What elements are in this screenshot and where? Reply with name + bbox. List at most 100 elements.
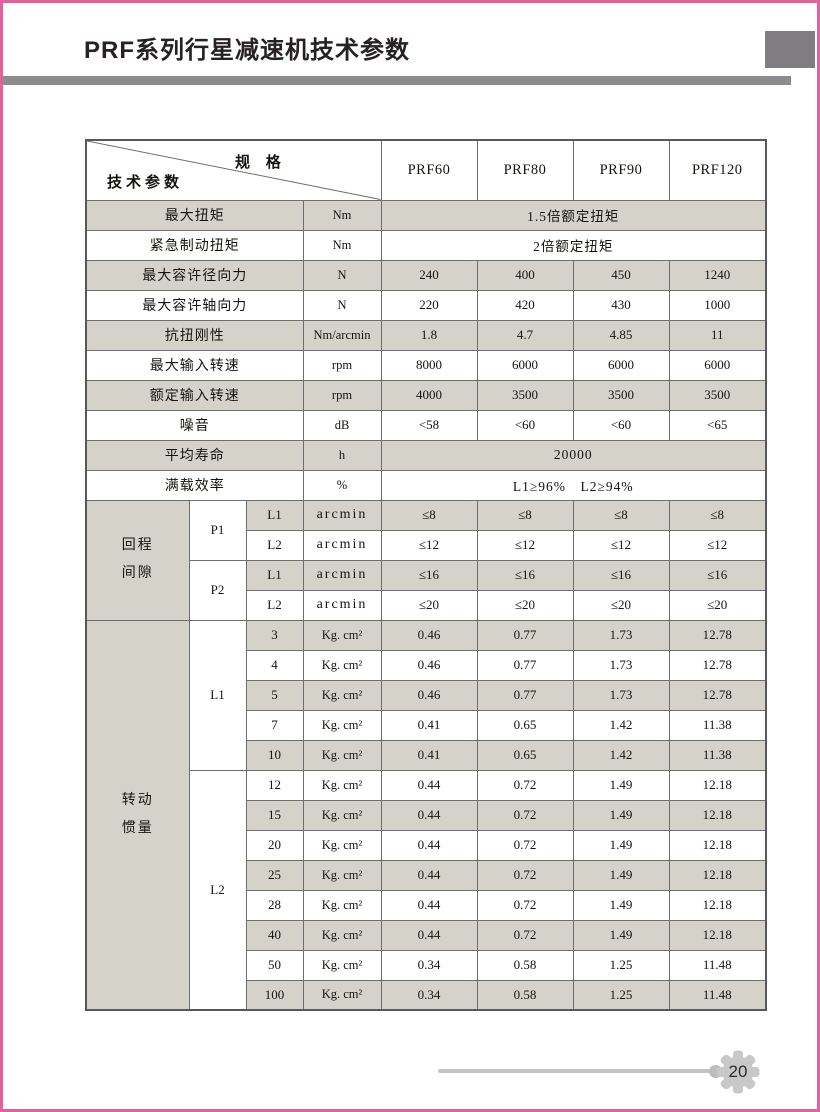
corner-label-spec: 规 格 (235, 155, 287, 171)
inertia-group-cell: 转动 惯量 (85, 619, 190, 1011)
unit-cell: Kg. cm² (302, 679, 382, 711)
value-cell: 11.48 (668, 979, 767, 1011)
unit-cell: Kg. cm² (302, 949, 382, 981)
value-cell: 0.77 (476, 679, 574, 711)
table-row: 100 Kg. cm² 0.34 0.58 1.25 11.48 (86, 979, 767, 1011)
group-label-line: 回程 (121, 538, 154, 553)
table-row: 额定输入转速 rpm 4000 3500 3500 3500 (85, 379, 767, 411)
table-row: 15 Kg. cm² 0.44 0.72 1.49 12.18 (86, 799, 767, 831)
unit-cell: Kg. cm² (302, 799, 382, 831)
ratio-cell: 5 (245, 679, 304, 711)
ratio-cell: 20 (245, 829, 304, 861)
ratio-cell: 28 (245, 889, 304, 921)
param-label-cell: 抗扭刚性 (85, 319, 304, 351)
value-cell: 1.25 (572, 949, 670, 981)
value-cell: 0.46 (380, 649, 478, 681)
unit-cell: arcmin (302, 529, 382, 561)
value-cell: ≤20 (380, 589, 478, 621)
value-cell: 12.18 (668, 769, 767, 801)
table-row: 最大输入转速 rpm 8000 6000 6000 6000 (85, 349, 767, 381)
ratio-cell: 40 (245, 919, 304, 951)
value-cell: 0.65 (476, 709, 574, 741)
value-cell: 12.18 (668, 799, 767, 831)
value-cell: 220 (380, 289, 478, 321)
unit-cell: arcmin (302, 559, 382, 591)
value-cell: 0.58 (476, 979, 574, 1011)
table-row: 噪音 dB <58 <60 <60 <65 (85, 409, 767, 441)
value-cell: 12.78 (668, 619, 767, 651)
value-cell: 1.49 (572, 919, 670, 951)
value-cell: 0.44 (380, 829, 478, 861)
value-cell: ≤16 (668, 559, 767, 591)
spec-table-wrap: 规 格 技术参数 PRF60 PRF80 PRF90 PRF120 最大扭矩 Nm 1.5… (85, 139, 767, 1011)
ratio-cell: 100 (245, 979, 304, 1011)
value-cell: 6000 (572, 349, 670, 381)
unit-cell: rpm (302, 349, 382, 381)
value-cell: 4.7 (476, 319, 574, 351)
value-cell: 0.46 (380, 679, 478, 711)
value-cell: 1.49 (572, 889, 670, 921)
ratio-cell: 3 (245, 619, 304, 651)
value-cell: 6000 (476, 349, 574, 381)
value-cell: ≤20 (572, 589, 670, 621)
unit-cell: dB (302, 409, 382, 441)
value-cell: ≤20 (476, 589, 574, 621)
value-cell: 8000 (380, 349, 478, 381)
unit-cell: Kg. cm² (302, 649, 382, 681)
group-label-line: 间隙 (121, 566, 154, 581)
unit-cell: N (302, 289, 382, 321)
unit-cell: Kg. cm² (302, 769, 382, 801)
unit-cell: rpm (302, 379, 382, 411)
ratio-cell: 10 (245, 739, 304, 771)
value-cell: <60 (572, 409, 670, 441)
value-cell: 6000 (668, 349, 767, 381)
value-cell: 1.49 (572, 859, 670, 891)
unit-cell: Kg. cm² (302, 859, 382, 891)
value-cell: 12.18 (668, 859, 767, 891)
value-cell: ≤12 (380, 529, 478, 561)
unit-cell: N (302, 259, 382, 291)
value-cell: 0.77 (476, 649, 574, 681)
value-cell: 1.8 (380, 319, 478, 351)
stage-cell: L2 (245, 529, 304, 561)
value-cell: 0.34 (380, 979, 478, 1011)
value-cell: 0.44 (380, 769, 478, 801)
unit-cell: Nm (302, 229, 382, 261)
value-cell: 3500 (572, 379, 670, 411)
value-cell: <60 (476, 409, 574, 441)
model-header: PRF60 (380, 139, 478, 201)
value-cell: 12.18 (668, 889, 767, 921)
group-label-line: 惯量 (121, 820, 154, 836)
table-row: 7 Kg. cm² 0.41 0.65 1.42 11.38 (86, 709, 767, 741)
spec-table: 规 格 技术参数 PRF60 PRF80 PRF90 PRF120 最大扭矩 Nm 1.5… (85, 139, 767, 1011)
unit-cell: arcmin (302, 499, 382, 531)
table-row: 最大容许轴向力 N 220 420 430 1000 (85, 289, 767, 321)
corner-label-params: 技术参数 (107, 174, 184, 191)
title-underline-bar (3, 76, 791, 85)
param-label-cell: 最大容许径向力 (85, 259, 304, 291)
value-cell: 0.72 (476, 799, 574, 831)
table-body: 最大扭矩 Nm 1.5倍额定扭矩 紧急制动扭矩 Nm 2倍额定扭矩 最大容许径向力 N 240 4… (85, 199, 767, 1011)
value-cell: 1.25 (572, 979, 670, 1011)
model-header: PRF90 (572, 139, 670, 201)
unit-cell: arcmin (302, 589, 382, 621)
unit-cell: Nm (302, 199, 382, 231)
param-label-cell: 噪音 (85, 409, 304, 441)
stage-cell: L1 (245, 559, 304, 591)
unit-cell: Kg. cm² (302, 739, 382, 771)
unit-cell: Kg. cm² (302, 889, 382, 921)
value-cell: 0.72 (476, 769, 574, 801)
table-row: 10 Kg. cm² 0.41 0.65 1.42 11.38 (86, 739, 767, 771)
value-cell: ≤12 (668, 529, 767, 561)
param-label-cell: 满载效率 (85, 469, 304, 501)
group-label-line: 转动 (121, 792, 154, 808)
table-row: 抗扭刚性 Nm/arcmin 1.8 4.7 4.85 11 (85, 319, 767, 351)
value-cell: 11 (668, 319, 767, 351)
value-cell: 0.72 (476, 829, 574, 861)
table-row: 28 Kg. cm² 0.44 0.72 1.49 12.18 (86, 889, 767, 921)
ratio-cell: 4 (245, 649, 304, 681)
title-corner-block (765, 31, 815, 68)
value-cell: 4.85 (572, 319, 670, 351)
value-cell: 0.34 (380, 949, 478, 981)
table-row: 最大扭矩 Nm 1.5倍额定扭矩 (85, 199, 767, 231)
